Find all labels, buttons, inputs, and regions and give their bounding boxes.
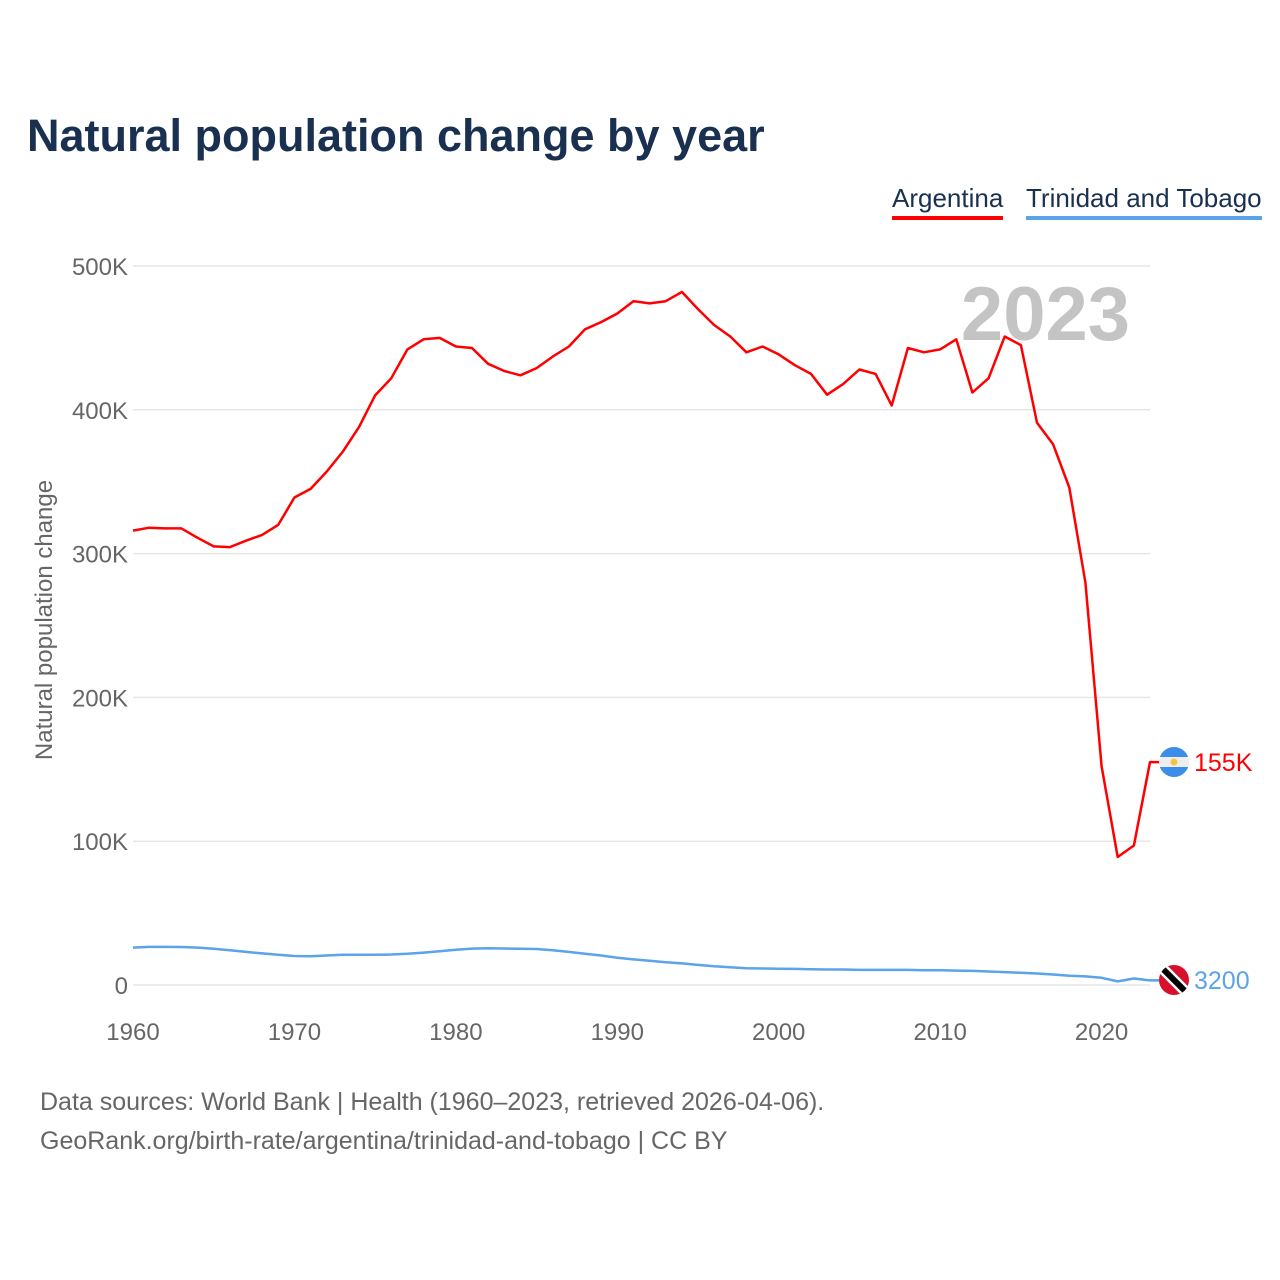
x-tick-label: 1980 bbox=[429, 1019, 482, 1046]
chart-title: Natural population change by year bbox=[27, 110, 765, 161]
x-tick-label: 2020 bbox=[1075, 1019, 1128, 1046]
x-tick-label: 2010 bbox=[913, 1019, 966, 1046]
series-line-trinidad-and-tobago bbox=[132, 945, 1160, 983]
x-tick-label: 1960 bbox=[106, 1019, 159, 1046]
y-tick-label: 0 bbox=[115, 973, 128, 1000]
legend-argentina[interactable]: Argentina bbox=[892, 183, 1004, 220]
y-tick-label: 100K bbox=[72, 829, 128, 856]
argentina-flag-icon bbox=[1159, 747, 1189, 777]
y-tick-label: 400K bbox=[72, 398, 128, 425]
x-tick-label: 2000 bbox=[752, 1019, 805, 1046]
data-source-text: Data sources: World Bank | Health (1960–… bbox=[40, 1088, 825, 1116]
trinidad-and-tobago-flag-icon bbox=[1159, 965, 1189, 995]
x-tick-label: 1990 bbox=[591, 1019, 644, 1046]
attribution-link[interactable]: GeoRank.org/birth-rate/argentina/trinida… bbox=[40, 1127, 728, 1155]
y-tick-label: 500K bbox=[72, 254, 128, 281]
legend-trinidad-and-tobago[interactable]: Trinidad and Tobago bbox=[1026, 183, 1262, 220]
x-tick-label: 1970 bbox=[268, 1019, 321, 1046]
end-value-label: 155K bbox=[1194, 749, 1253, 777]
end-value-label: 3200 bbox=[1194, 967, 1250, 995]
y-tick-label: 300K bbox=[72, 542, 128, 569]
year-label: 2023 bbox=[961, 272, 1130, 357]
y-axis-label: Natural population change bbox=[31, 480, 58, 760]
y-tick-label: 200K bbox=[72, 685, 128, 712]
series-line-argentina bbox=[132, 290, 1160, 859]
